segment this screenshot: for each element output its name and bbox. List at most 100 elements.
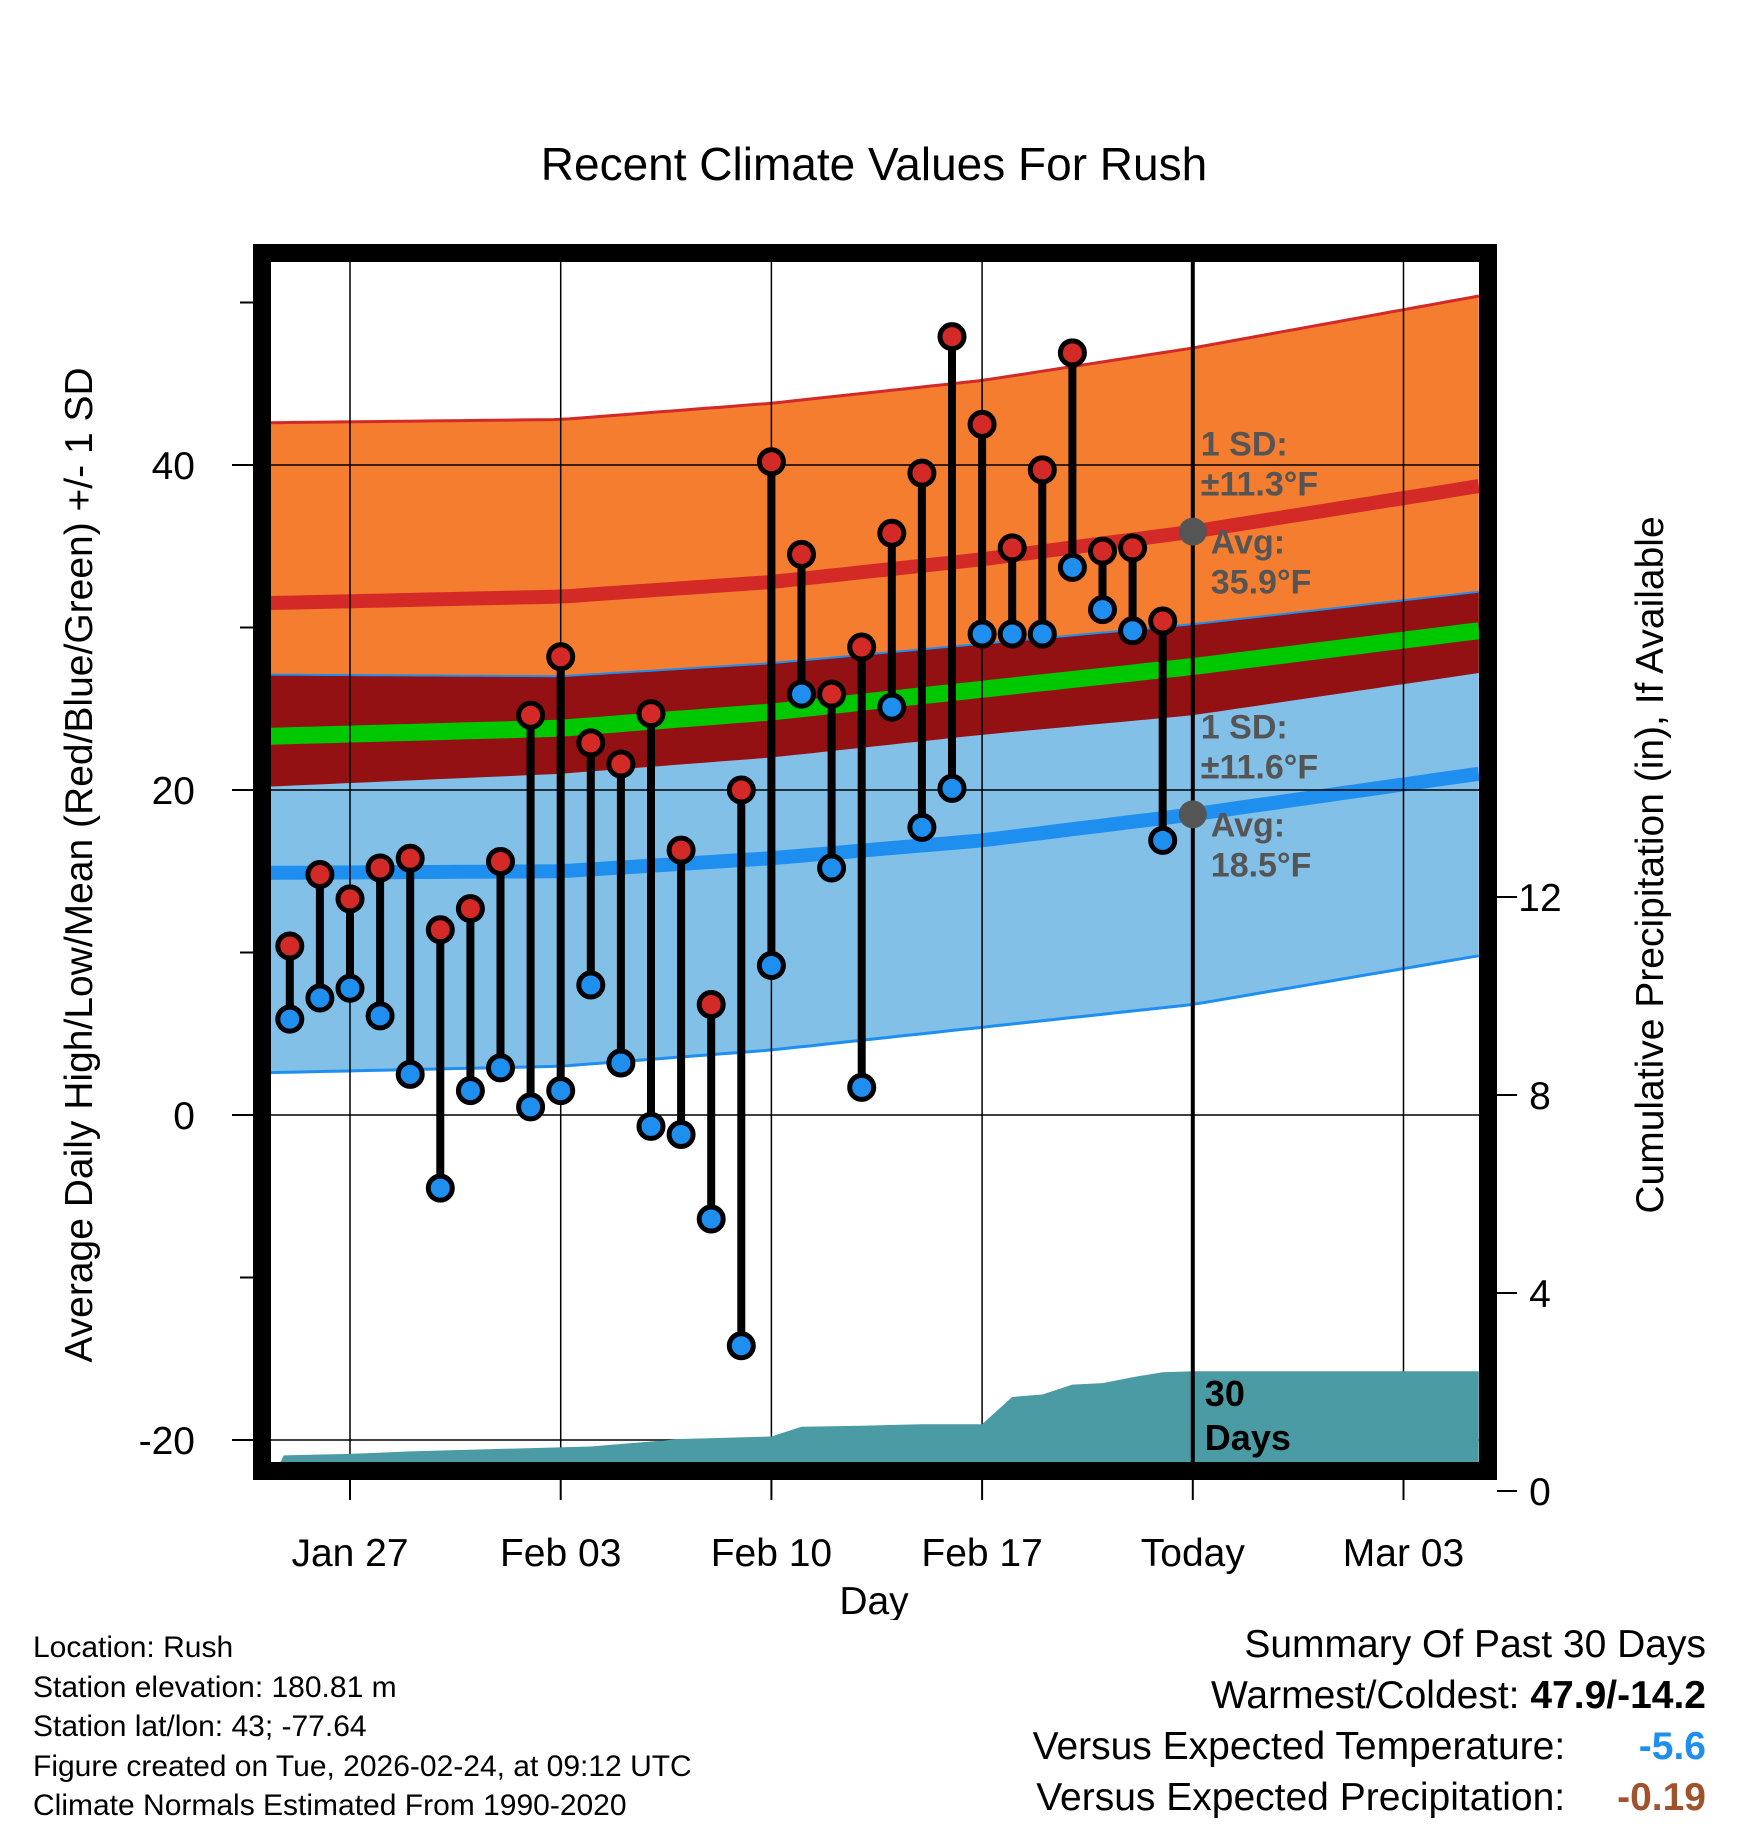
precipitation-area bbox=[275, 1371, 1479, 1471]
observed-low-point bbox=[365, 1001, 395, 1031]
y-tick-label: -20 bbox=[139, 1420, 195, 1463]
observed-low-point bbox=[666, 1120, 696, 1149]
observed-high-point bbox=[787, 539, 816, 569]
observed-high-point bbox=[425, 915, 455, 945]
summary-warm-value: 47.9/-14.2 bbox=[1530, 1674, 1706, 1717]
info-normals: Climate Normals Estimated From 1990-2020 bbox=[33, 1789, 627, 1822]
y-tick-label: 20 bbox=[152, 770, 195, 813]
summary-precip-row: Versus Expected Precipitation: -0.19 bbox=[1033, 1772, 1706, 1823]
y-tick-label: 0 bbox=[173, 1095, 195, 1138]
observed-high-point bbox=[1057, 338, 1087, 368]
observed-low-point bbox=[275, 1004, 305, 1034]
observed-high-point bbox=[847, 632, 877, 662]
observed-high-point bbox=[606, 749, 636, 779]
summary-temp-row: Versus Expected Temperature: -5.6 bbox=[1033, 1721, 1706, 1772]
observed-high-point bbox=[305, 860, 335, 889]
observed-high-point bbox=[1118, 533, 1148, 563]
summary-temp-label: Versus Expected Temperature: bbox=[1032, 1725, 1566, 1768]
observed-high-point bbox=[997, 533, 1027, 563]
observed-low-point bbox=[425, 1173, 455, 1203]
summary-warm-row: Warmest/Coldest: 47.9/-14.2 bbox=[1033, 1670, 1706, 1721]
observed-low-point bbox=[907, 812, 937, 842]
mean-line bbox=[265, 622, 1480, 745]
observed-low-point bbox=[847, 1072, 877, 1102]
observed-low-point bbox=[787, 679, 816, 709]
observed-low-point bbox=[997, 619, 1027, 649]
observed-high-point bbox=[1027, 455, 1057, 485]
observed-low-point bbox=[516, 1092, 546, 1122]
summary-precip-value: -0.19 bbox=[1617, 1776, 1706, 1819]
low-sd-value: ±11.6°F bbox=[1201, 748, 1318, 786]
high-sd-label: 1 SD: bbox=[1201, 426, 1288, 464]
low-avg-marker bbox=[1178, 800, 1207, 829]
y2-tick-label: 0 bbox=[1529, 1471, 1551, 1514]
high-avg-label: Avg: bbox=[1211, 524, 1285, 562]
summary-precip-label: Versus Expected Precipitation: bbox=[1036, 1776, 1566, 1819]
observed-high-point bbox=[576, 728, 606, 758]
x-tick-label: Feb 17 bbox=[921, 1532, 1042, 1575]
observed-low-point bbox=[1148, 825, 1178, 855]
observed-low-point bbox=[395, 1059, 425, 1089]
observed-high-point bbox=[365, 853, 395, 883]
observed-low-point bbox=[606, 1048, 636, 1078]
observed-low-point bbox=[756, 951, 786, 980]
observed-high-point bbox=[877, 518, 907, 548]
info-elevation: Station elevation: 180.81 m bbox=[33, 1670, 397, 1704]
info-location: Location: Rush bbox=[33, 1631, 234, 1664]
observed-low-point bbox=[1057, 552, 1087, 582]
info-latlon: Station lat/lon: 43; -77.64 bbox=[33, 1710, 367, 1743]
observed-low-point bbox=[937, 773, 967, 803]
y2-axis-label: Cumulative Precipitation (in), If Availa… bbox=[1629, 516, 1672, 1213]
summary-temp-value: -5.6 bbox=[1638, 1725, 1706, 1768]
y-axis-label: Average Daily High/Low/Mean (Red/Blue/Gr… bbox=[58, 367, 101, 1362]
observed-low-point bbox=[1027, 619, 1057, 649]
observed-high-point bbox=[275, 931, 305, 961]
x-axis-label: Day bbox=[839, 1580, 909, 1620]
observed-low-point bbox=[877, 692, 907, 722]
x-tick-label: Jan 27 bbox=[291, 1532, 408, 1575]
observed-low-point bbox=[455, 1076, 485, 1106]
x-tick-label: Feb 03 bbox=[500, 1532, 621, 1575]
y-tick-label: 40 bbox=[152, 445, 195, 488]
plot-frame bbox=[253, 244, 1497, 1480]
high-avg-marker bbox=[1178, 517, 1207, 546]
high-sd-value: ±11.3°F bbox=[1201, 466, 1318, 504]
observed-high-point bbox=[967, 409, 997, 439]
info-created: Figure created on Tue, 2026-02-24, at 09… bbox=[33, 1749, 692, 1783]
low-avg-value: 18.5°F bbox=[1211, 846, 1312, 884]
observed-low-point bbox=[967, 619, 997, 649]
observed-high-point bbox=[907, 458, 937, 488]
observed-low-point bbox=[1088, 595, 1117, 625]
y2-tick-label: 4 bbox=[1529, 1273, 1551, 1316]
observed-low-point bbox=[486, 1053, 515, 1083]
observed-high-point bbox=[696, 990, 726, 1019]
y2-tick-label: 8 bbox=[1529, 1075, 1551, 1118]
observed-high-point bbox=[455, 894, 485, 924]
x-tick-label: Feb 10 bbox=[711, 1532, 832, 1575]
observed-low-point bbox=[636, 1111, 666, 1141]
observed-high-point bbox=[937, 322, 967, 352]
high-avg-value: 35.9°F bbox=[1211, 564, 1312, 602]
days-label-number: 30 bbox=[1205, 1373, 1245, 1414]
observed-high-point bbox=[817, 679, 847, 709]
observed-low-point bbox=[817, 853, 847, 883]
x-tick-label: Today bbox=[1141, 1532, 1246, 1575]
observed-high-point bbox=[666, 835, 696, 865]
observed-low-point bbox=[1118, 616, 1148, 646]
observed-high-point bbox=[486, 847, 515, 876]
observed-low-point bbox=[696, 1204, 726, 1234]
observed-low-point bbox=[726, 1331, 756, 1361]
observed-low-point bbox=[305, 983, 335, 1013]
observed-high-point bbox=[1148, 606, 1178, 636]
observed-high-point bbox=[726, 775, 756, 805]
station-info: Location: Rush Station elevation: 180.81… bbox=[33, 1628, 692, 1826]
summary-warm-label: Warmest/Coldest: bbox=[1211, 1674, 1520, 1717]
low-avg-label: Avg: bbox=[1211, 806, 1285, 844]
observed-low-point bbox=[546, 1076, 576, 1106]
observed-high-point bbox=[636, 699, 666, 729]
summary-panel: Summary Of Past 30 Days Warmest/Coldest:… bbox=[1033, 1619, 1706, 1823]
low-sd-label: 1 SD: bbox=[1201, 708, 1288, 746]
low-mean-line bbox=[265, 766, 1480, 880]
observed-high-point bbox=[516, 700, 546, 730]
y2-tick-label: 12 bbox=[1518, 877, 1561, 920]
